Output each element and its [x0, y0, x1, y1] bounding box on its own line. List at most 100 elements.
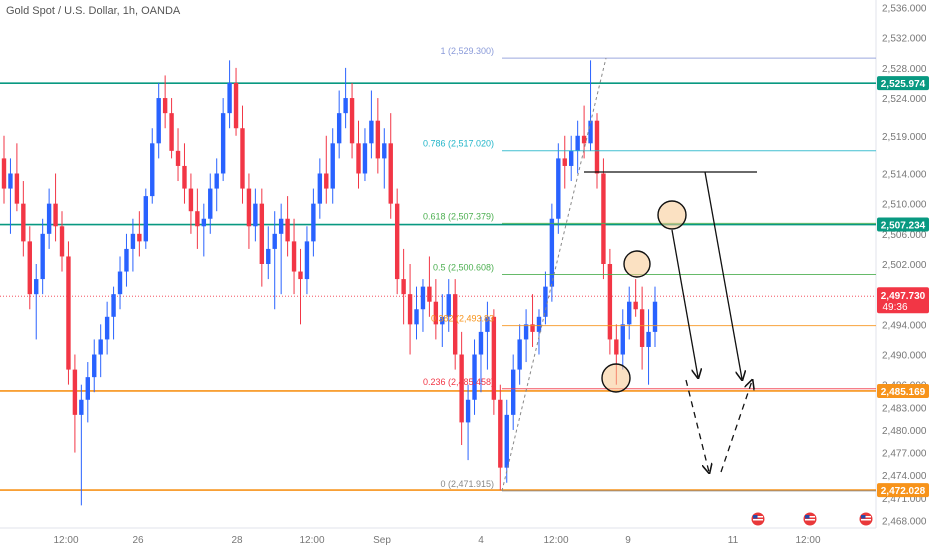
candle [459, 331, 464, 446]
x-tick-label: 12:00 [299, 535, 324, 546]
candle [117, 256, 123, 310]
candle [652, 286, 658, 347]
candle [491, 309, 497, 415]
price-badge [877, 383, 929, 398]
fib-retracement: 1 (2,529.300) 0.786 (2,517.020) 0.618 (2,5… [423, 46, 876, 492]
candle-body [85, 377, 90, 400]
candle-body [427, 286, 432, 302]
us-flag-event-icon [859, 512, 873, 526]
candle [639, 286, 645, 370]
candle [356, 120, 361, 189]
y-tick-label: 2,528.000 [882, 64, 927, 75]
candle-body [137, 233, 142, 242]
candle-body [459, 354, 464, 423]
arrow-down-1 [671, 229, 698, 377]
candle-body [298, 271, 303, 280]
candle-body [285, 218, 290, 242]
candle [162, 75, 168, 129]
candle-body [652, 301, 658, 332]
candle [336, 90, 342, 159]
candle [208, 173, 213, 234]
candle [266, 226, 271, 280]
candle-body [169, 113, 174, 151]
y-tick-label: 2,502.000 [882, 260, 927, 271]
us-flag-event-icon [751, 512, 765, 526]
countdown-label: 49:36 [882, 302, 907, 313]
y-tick-label: 2,468.000 [882, 516, 927, 527]
candle [201, 203, 207, 257]
y-tick-label: 2,483.000 [882, 403, 927, 414]
y-tick-label: 2,519.000 [882, 132, 927, 143]
candle [543, 271, 548, 325]
y-tick-label: 2,532.000 [882, 34, 927, 45]
candle [175, 128, 181, 182]
candle-body [40, 233, 45, 280]
candle [633, 279, 638, 317]
candle [349, 82, 355, 159]
candle-body [304, 241, 310, 280]
x-tick-label: 28 [231, 535, 243, 546]
price-badge [877, 483, 929, 498]
candle-body [46, 203, 52, 234]
candle [433, 279, 439, 340]
highlight-circle [623, 250, 651, 278]
candle [143, 188, 149, 249]
candle-body [259, 203, 265, 264]
candle-body [543, 286, 548, 317]
candle [394, 188, 400, 295]
candle [452, 279, 458, 370]
candle [504, 399, 509, 483]
price-badge-label: 2,507.234 [881, 221, 926, 232]
candle-body [79, 399, 84, 415]
candle-body [452, 294, 458, 355]
candle-body [549, 218, 555, 287]
candle-body [130, 233, 136, 249]
fib-level-label: 1 (2,529.300) [440, 46, 494, 56]
candle [169, 98, 174, 159]
candle [646, 309, 651, 385]
candle [530, 294, 535, 347]
candle-body [639, 309, 645, 347]
fib-level-label: 0.5 (2,500.608) [433, 262, 494, 272]
candle-body [266, 248, 271, 264]
candle [401, 248, 406, 325]
candle [8, 158, 13, 234]
candle-body [440, 316, 445, 325]
us-flag-event-icon [803, 512, 817, 526]
candle [581, 105, 587, 159]
candle [324, 135, 329, 204]
candle [59, 211, 65, 272]
candle-body [175, 150, 181, 166]
candle [362, 128, 368, 182]
x-tick-label: 12:00 [795, 535, 820, 546]
candle-body [588, 120, 593, 144]
candle-body [59, 226, 65, 257]
candle [92, 339, 97, 393]
candle-body [485, 316, 490, 332]
y-tick-label: 2,471.000 [882, 494, 927, 505]
y-tick-label: 2,506.000 [882, 230, 927, 241]
candle [27, 226, 32, 310]
candle-body [627, 301, 632, 325]
candle [556, 143, 561, 234]
candle [40, 218, 45, 295]
candle [150, 128, 155, 204]
candle-body [182, 165, 187, 189]
y-tick-label: 2,477.000 [882, 449, 927, 460]
candle [246, 173, 252, 249]
fib-trend-line [501, 57, 607, 492]
x-tick-label: 11 [728, 535, 739, 546]
candle-body [523, 324, 529, 340]
candle [375, 98, 381, 174]
candle [369, 90, 374, 159]
candle-body [414, 309, 419, 325]
candle-body [614, 339, 619, 355]
candle-body [214, 173, 219, 189]
candle-body [324, 173, 329, 189]
candle [549, 203, 555, 302]
candle [517, 324, 522, 385]
candle [510, 354, 516, 430]
candle [607, 248, 613, 355]
candle-body [569, 150, 574, 166]
